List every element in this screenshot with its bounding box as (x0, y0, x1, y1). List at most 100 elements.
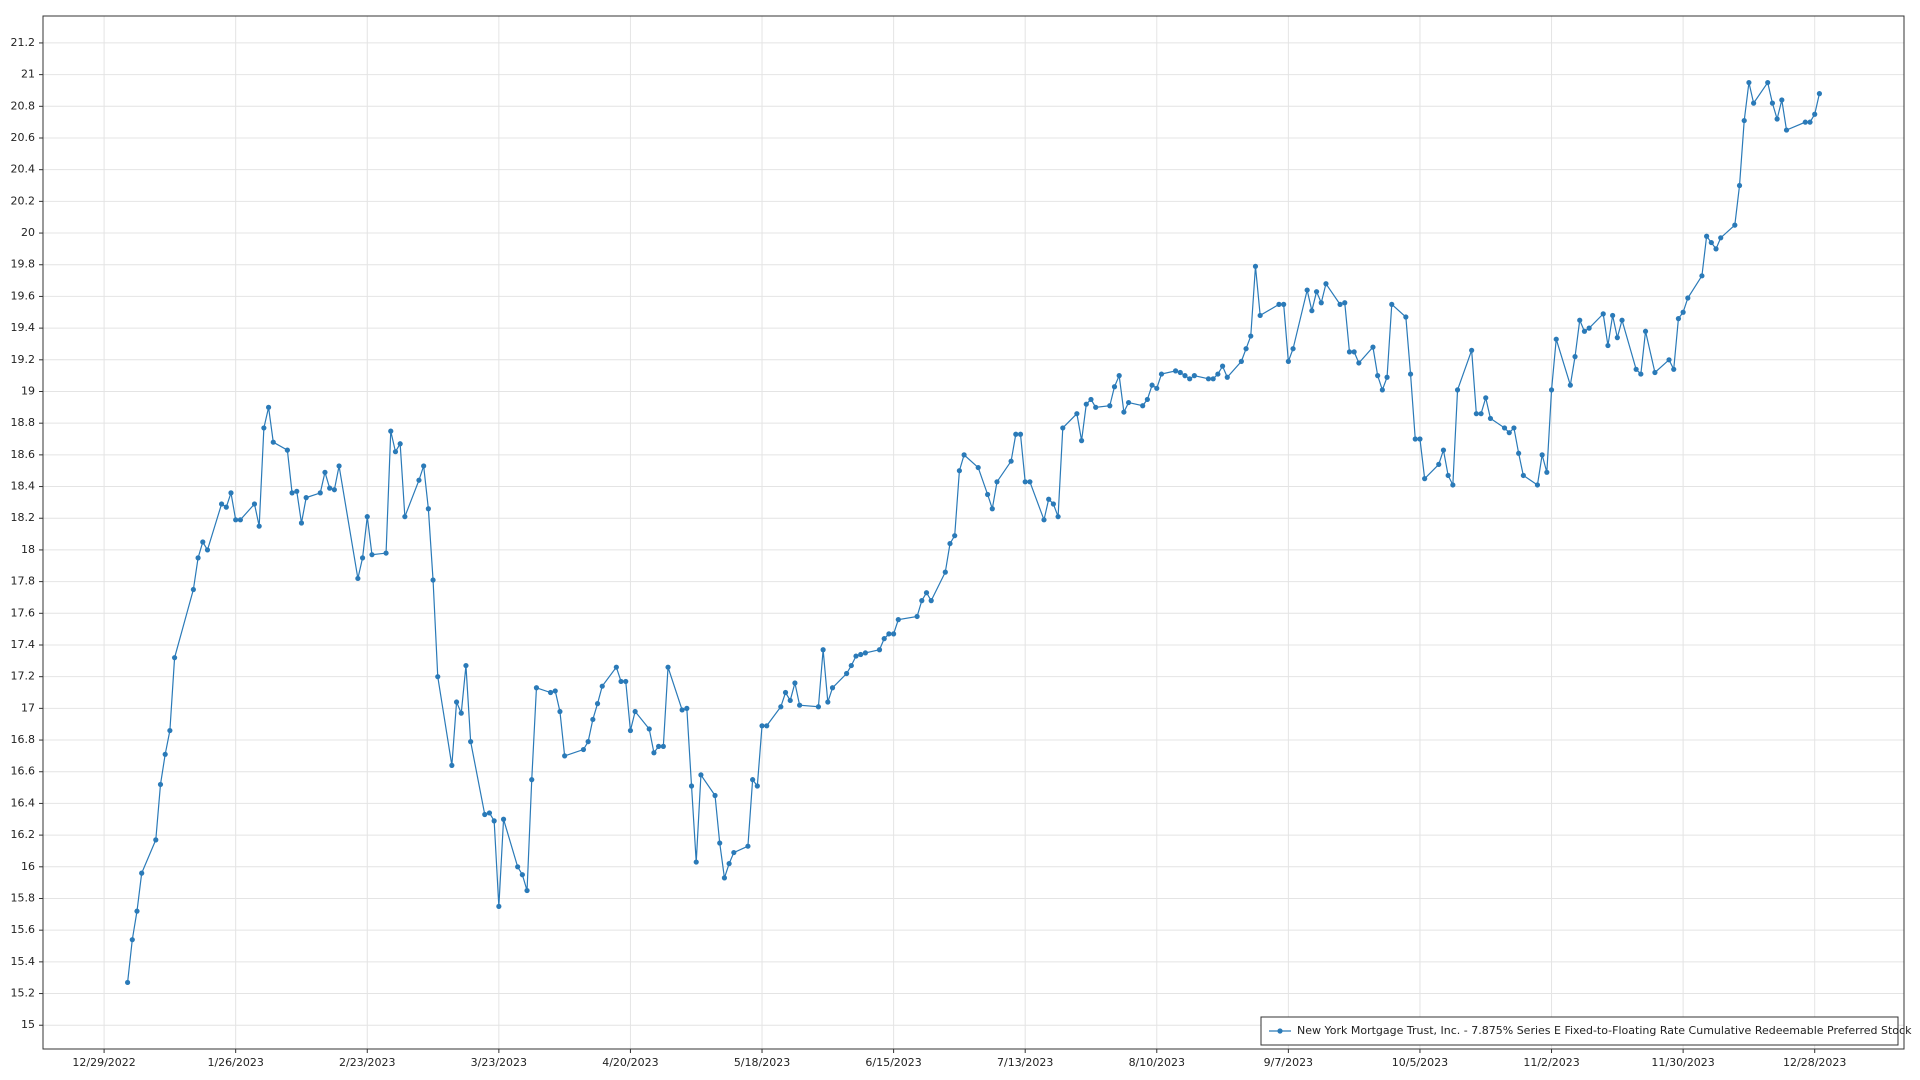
data-point (1487, 415, 1494, 422)
data-point (787, 697, 793, 704)
data-point (1008, 458, 1014, 464)
data-point (1055, 514, 1061, 520)
data-point (1088, 396, 1094, 403)
data-point (1205, 376, 1212, 382)
data-point (844, 670, 850, 677)
data-point (1121, 409, 1127, 415)
y-tick-label: 17 (21, 701, 35, 714)
data-point (1191, 373, 1197, 379)
data-point (486, 810, 493, 816)
data-point (1379, 387, 1385, 393)
x-tick-label: 5/18/2023 (734, 1056, 790, 1069)
y-tick-label: 16 (21, 860, 35, 873)
x-tick-label: 9/7/2023 (1264, 1056, 1313, 1069)
data-point (1050, 501, 1056, 507)
data-point (1375, 373, 1381, 379)
data-point (1017, 431, 1024, 437)
y-tick-label: 15.2 (11, 987, 36, 1000)
x-tick-label: 3/23/2023 (471, 1056, 527, 1069)
data-point (754, 783, 760, 789)
data-point (613, 664, 619, 670)
data-point (482, 811, 488, 818)
data-point (665, 664, 671, 670)
data-point (547, 689, 554, 696)
data-point (129, 937, 135, 943)
data-point (1450, 482, 1456, 488)
data-point (1107, 403, 1113, 409)
data-point (580, 746, 587, 753)
data-point (1224, 374, 1230, 380)
data-point (533, 685, 540, 691)
y-tick-label: 19.8 (11, 258, 36, 271)
data-point (1445, 472, 1451, 479)
plot-frame (42, 15, 1905, 1050)
data-point (1149, 382, 1155, 388)
data-point (223, 504, 229, 510)
data-point (947, 540, 953, 547)
y-tick-label: 18.6 (11, 448, 36, 461)
data-point (1765, 79, 1771, 86)
data-point (1013, 431, 1019, 437)
data-point (1440, 447, 1447, 453)
data-point (1389, 301, 1395, 307)
data-point (237, 517, 243, 523)
y-tick-label: 15.8 (11, 891, 36, 904)
data-point (1652, 369, 1658, 376)
data-point (1140, 403, 1146, 409)
data-point (881, 636, 887, 642)
data-point (797, 702, 803, 708)
data-point (1769, 100, 1776, 106)
y-tick-label: 19.6 (11, 289, 36, 302)
data-point (1478, 411, 1484, 417)
legend: New York Mortgage Trust, Inc. - 7.875% S… (1260, 1016, 1912, 1046)
data-point (1680, 309, 1686, 315)
data-point (1741, 117, 1747, 124)
data-point (895, 617, 901, 623)
data-point (1318, 300, 1324, 306)
x-tick-label: 11/2/2023 (1523, 1056, 1579, 1069)
data-point (886, 631, 892, 637)
data-point (1276, 301, 1282, 307)
data-point (1473, 411, 1479, 417)
data-point (1802, 119, 1808, 125)
data-point (848, 662, 854, 669)
data-point (1238, 358, 1244, 364)
data-point (153, 837, 159, 843)
data-point (1078, 438, 1085, 444)
data-point (392, 449, 399, 455)
data-point (1718, 235, 1724, 241)
data-point (327, 485, 333, 491)
data-point (1807, 119, 1813, 125)
data-point (425, 506, 431, 512)
data-point (627, 727, 634, 734)
x-tick-label: 10/5/2023 (1392, 1056, 1448, 1069)
data-point (792, 680, 798, 686)
data-point (1116, 373, 1122, 379)
y-tick-label: 21.2 (11, 36, 36, 49)
data-point (200, 539, 206, 545)
data-point (1384, 374, 1390, 380)
data-point (1469, 347, 1475, 353)
y-tick-label: 18.2 (11, 511, 36, 524)
data-point (355, 575, 361, 582)
data-point (1746, 79, 1752, 86)
data-point (698, 772, 704, 778)
data-point (397, 441, 403, 447)
y-tick-label: 18.8 (11, 416, 36, 429)
data-point (1633, 366, 1639, 372)
series-line (126, 81, 1820, 983)
data-point (1281, 301, 1287, 307)
data-point (1642, 328, 1649, 334)
y-tick-label: 17.8 (11, 575, 36, 588)
data-point (317, 490, 323, 496)
data-point (1093, 404, 1099, 410)
data-point (331, 487, 337, 493)
x-tick-label: 1/26/2023 (207, 1056, 263, 1069)
legend-marker (1277, 1028, 1283, 1034)
data-point (862, 650, 869, 656)
data-point (430, 577, 436, 583)
data-point (684, 705, 690, 711)
data-point (1812, 111, 1818, 117)
data-point (778, 704, 784, 710)
data-point (1713, 246, 1719, 252)
